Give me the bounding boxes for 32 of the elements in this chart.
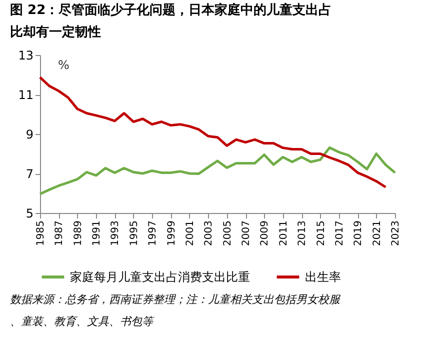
x-tick-label: 1989 bbox=[72, 220, 84, 246]
x-tick-label: 1995 bbox=[128, 220, 140, 246]
x-tick-label: 2003 bbox=[204, 220, 215, 246]
x-tick-label: 2021 bbox=[372, 220, 383, 246]
x-tick-label: 2007 bbox=[241, 220, 252, 246]
x-tick-label: 2009 bbox=[260, 220, 271, 246]
x-tick-label: 1999 bbox=[166, 220, 178, 246]
x-tick-label: 2011 bbox=[278, 220, 290, 246]
x-tick-label: 1991 bbox=[92, 220, 103, 246]
x-tick-label: 1997 bbox=[148, 220, 159, 246]
legend-label: 家庭每月儿童支出占消费支出比重 bbox=[70, 270, 250, 284]
y-tick-label: 7 bbox=[26, 167, 34, 181]
y-tick-label: 11 bbox=[18, 88, 34, 102]
x-tick-label: 2019 bbox=[353, 220, 364, 246]
line-series bbox=[38, 76, 387, 188]
x-tick-label: 2005 bbox=[222, 220, 234, 246]
x-tick-label: 2015 bbox=[316, 220, 327, 246]
x-tick-label: 1987 bbox=[54, 220, 66, 246]
y-tick-label: 9 bbox=[26, 128, 34, 142]
source-note: 数据来源：总务省，西南证券整理；注：儿童相关支出包括男女校服、童装、教育、文具、书包等 bbox=[10, 293, 341, 328]
annotation: % bbox=[58, 58, 70, 72]
x-tick-label: 2001 bbox=[184, 220, 196, 246]
line-series bbox=[38, 146, 396, 196]
y-tick-label: 5 bbox=[26, 206, 34, 220]
x-tick-label: 2017 bbox=[334, 220, 346, 246]
x-tick-label: 1993 bbox=[110, 220, 122, 246]
x-tick-label: 2013 bbox=[297, 220, 308, 246]
chart-title: 图 22：尽管面临少子化问题，日本家庭中的儿童支出占比却有一定韧性 bbox=[10, 2, 332, 40]
x-tick-label: 1985 bbox=[36, 220, 46, 246]
y-tick-label: 13 bbox=[18, 48, 34, 62]
x-tick-label: 2023 bbox=[390, 220, 402, 246]
legend-label: 出生率 bbox=[305, 270, 341, 284]
